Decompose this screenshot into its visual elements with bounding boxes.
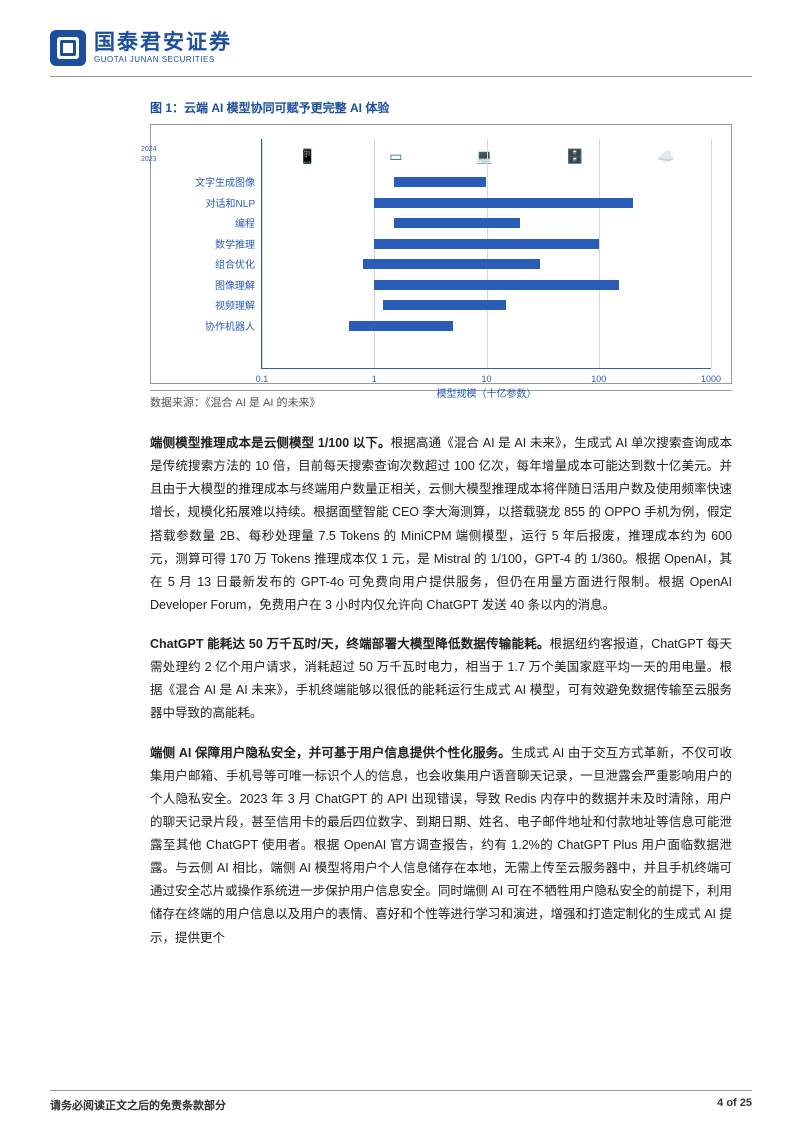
chart-category-label: 编程 xyxy=(171,218,261,232)
laptop-icon: 💻 xyxy=(476,148,493,165)
chart-bar xyxy=(374,280,618,290)
chart-bar xyxy=(374,198,632,208)
chart-category-label: 图像理解 xyxy=(171,280,261,294)
p1-bold: 端侧模型推理成本是云侧模型 1/100 以下。 xyxy=(150,436,391,450)
p2-bold: ChatGPT 能耗达 50 万千瓦时/天，终端部署大模型降低数据传输能耗。 xyxy=(150,637,550,651)
chart-x-tick: 1 xyxy=(372,374,377,384)
chart-x-tick: 0.1 xyxy=(256,374,269,384)
chart-category-label: 视频理解 xyxy=(171,300,261,314)
chart-bar xyxy=(394,218,520,228)
chart-bar xyxy=(349,321,452,331)
chart-category-label: 文字生成图像 xyxy=(171,177,261,191)
footer-disclaimer: 请务必阅读正文之后的免责条款部分 xyxy=(50,1097,226,1113)
chart-plot: 📱 ▭ 💻 🗄️ ☁️ 模型规模（十亿参数） 0.11101001000 xyxy=(261,139,711,369)
paragraph-1: 端侧模型推理成本是云侧模型 1/100 以下。根据高通《混合 AI 是 AI 未… xyxy=(150,432,732,617)
tablet-icon: ▭ xyxy=(389,148,402,165)
chart-bar xyxy=(363,259,540,269)
chart-category-label: 协作机器人 xyxy=(171,321,261,335)
chart-x-label: 模型规模（十亿参数） xyxy=(437,385,537,400)
server-icon: 🗄️ xyxy=(566,148,583,165)
chart-container: 2024 2023 文字生成图像对话和NLP编程数学推理组合优化图像理解视频理解… xyxy=(150,124,732,384)
logo-en: GUOTAI JUNAN SECURITIES xyxy=(94,56,232,64)
chart-bar xyxy=(383,300,506,310)
chart-bar xyxy=(394,177,486,187)
chart-x-tick: 10 xyxy=(481,374,491,384)
logo-cn: 国泰君安证券 xyxy=(94,32,232,53)
page-header: 国泰君安证券 GUOTAI JUNAN SECURITIES xyxy=(50,30,752,77)
chart-x-tick: 100 xyxy=(591,374,606,384)
chart-category-label: 数学推理 xyxy=(171,239,261,253)
cloud-icon: ☁️ xyxy=(657,148,674,165)
chart-bar xyxy=(374,239,599,249)
page-footer: 请务必阅读正文之后的免责条款部分 4 of 25 xyxy=(50,1090,752,1113)
paragraph-2: ChatGPT 能耗达 50 万千瓦时/天，终端部署大模型降低数据传输能耗。根据… xyxy=(150,633,732,726)
p3-bold: 端侧 AI 保障用户隐私安全，并可基于用户信息提供个性化服务。 xyxy=(150,746,511,760)
body-text: 端侧模型推理成本是云侧模型 1/100 以下。根据高通《混合 AI 是 AI 未… xyxy=(150,432,732,950)
chart-category-label: 组合优化 xyxy=(171,259,261,273)
logo-icon xyxy=(50,30,86,66)
phone-icon: 📱 xyxy=(299,148,316,165)
chart-x-tick: 1000 xyxy=(701,374,721,384)
figure-caption: 图 1：云端 AI 模型协同可赋予更完整 AI 体验 xyxy=(150,99,732,116)
year-labels: 2024 2023 xyxy=(141,145,157,165)
paragraph-3: 端侧 AI 保障用户隐私安全，并可基于用户信息提供个性化服务。生成式 AI 由于… xyxy=(150,742,732,950)
logo-text: 国泰君安证券 GUOTAI JUNAN SECURITIES xyxy=(94,32,232,64)
p1-text: 根据高通《混合 AI 是 AI 未来》，生成式 AI 单次搜索查询成本是传统搜索… xyxy=(150,436,732,612)
chart-category-label: 对话和NLP xyxy=(171,198,261,212)
p3-text: 生成式 AI 由于交互方式革新，不仅可收集用户邮箱、手机号等可唯一标识个人的信息… xyxy=(150,746,732,945)
footer-page-number: 4 of 25 xyxy=(717,1097,752,1113)
chart-y-labels: 文字生成图像对话和NLP 编程数学推理组合优化图像理解视频理解协作机器人 xyxy=(171,139,261,369)
